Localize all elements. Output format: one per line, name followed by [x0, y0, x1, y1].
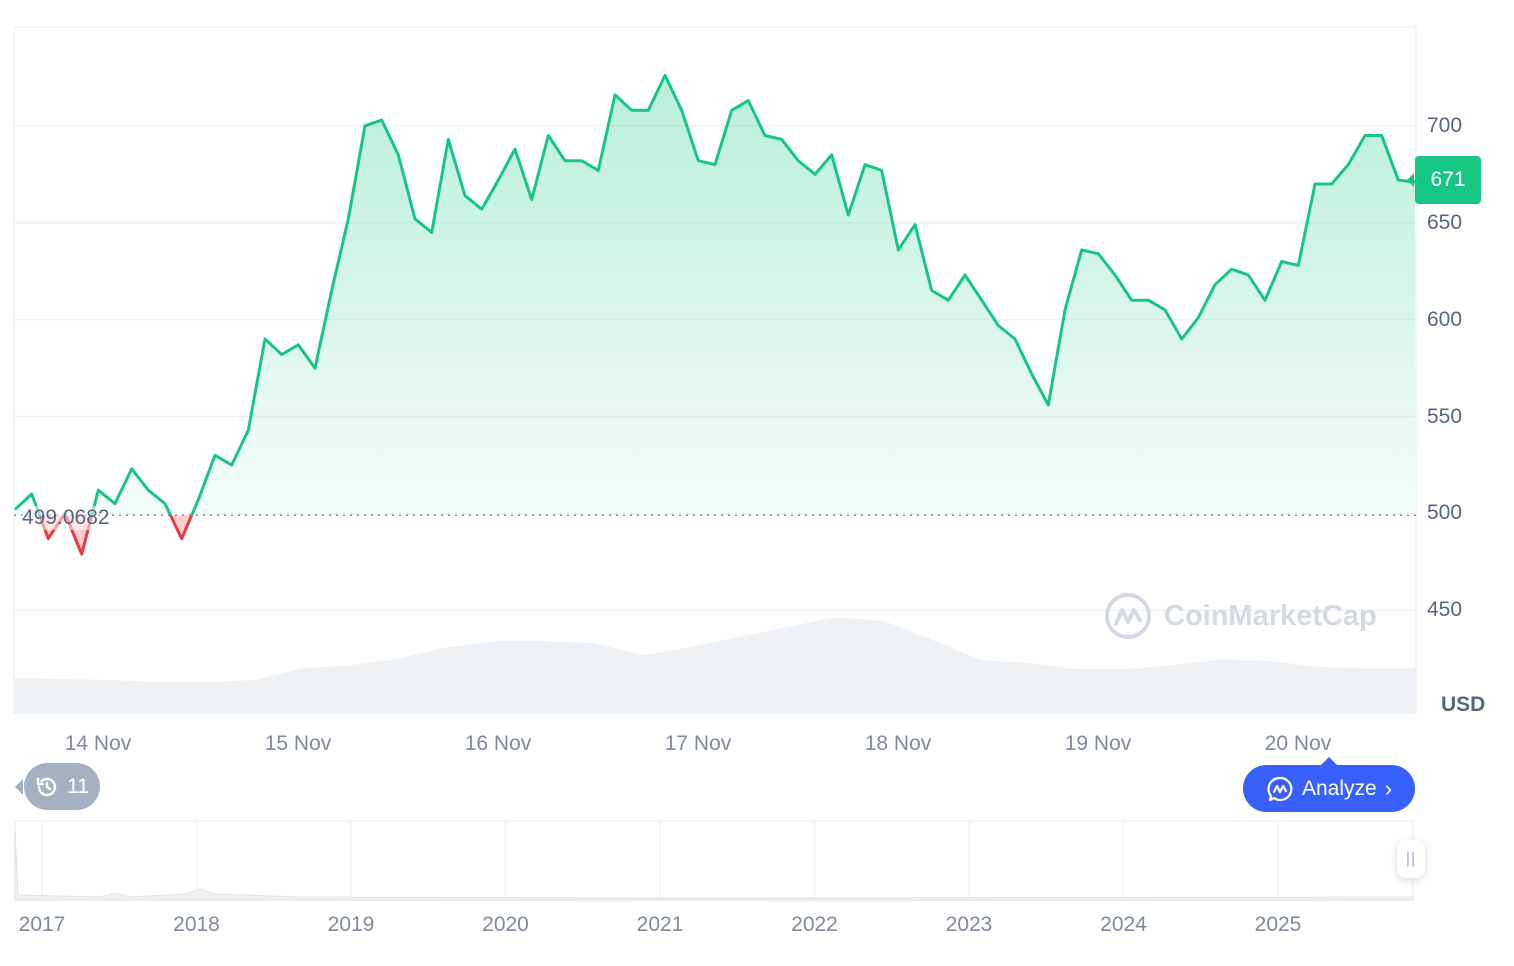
- navigator-year-label: 2025: [1254, 913, 1302, 936]
- watermark: CoinMarketCap: [1104, 592, 1377, 640]
- navigator[interactable]: [14, 820, 1414, 901]
- current-price-badge: 671: [1407, 156, 1481, 204]
- x-tick-label: 14 Nov: [64, 732, 132, 755]
- analyze-button[interactable]: Analyze ›: [1243, 757, 1415, 812]
- x-tick-label: 17 Nov: [664, 732, 732, 755]
- navigator-frame: [14, 820, 1414, 901]
- chevron-right-icon: ›: [1384, 775, 1393, 801]
- navigator-handle[interactable]: ||: [1397, 840, 1425, 878]
- history-button[interactable]: 11: [15, 763, 100, 810]
- history-count: 11: [67, 774, 89, 798]
- x-tick-label: 19 Nov: [1064, 732, 1132, 755]
- watermark-text: CoinMarketCap: [1164, 599, 1377, 632]
- cmc-logo-icon: [1105, 593, 1151, 639]
- x-tick-label: 15 Nov: [264, 732, 332, 755]
- analyze-label: Analyze: [1301, 776, 1377, 800]
- price-line-up: [13, 73, 1416, 516]
- x-tick-label: 18 Nov: [864, 732, 932, 755]
- price-area-up: [15, 75, 1415, 516]
- navigator-year-label: 2024: [1100, 913, 1147, 936]
- y-tick-label: 700: [1427, 113, 1463, 137]
- navigator-year-label: 2022: [791, 913, 838, 936]
- navigator-year-label: 2018: [173, 913, 220, 936]
- navigator-year-label: 2019: [327, 913, 375, 936]
- navigator-year-label: 2020: [482, 913, 529, 936]
- currency-label: USD: [1441, 693, 1486, 716]
- baseline-label: 499.0682: [22, 506, 110, 530]
- volume-bars: [14, 617, 1416, 713]
- cmc-ai-icon: [1267, 776, 1293, 801]
- y-tick-label: 450: [1427, 598, 1463, 622]
- y-tick-label: 600: [1427, 307, 1463, 331]
- navigator-year-label: 2017: [18, 913, 66, 936]
- y-tick-label: 500: [1427, 501, 1463, 525]
- y-tick-label: 650: [1427, 210, 1463, 234]
- y-tick-label: 550: [1427, 404, 1463, 428]
- navigator-series: [14, 829, 1414, 901]
- navigator-year-label: 2021: [636, 913, 684, 936]
- history-icon: [36, 777, 57, 796]
- volume-area: [14, 617, 1416, 713]
- x-tick-label: 20 Nov: [1264, 732, 1332, 755]
- x-tick-label: 16 Nov: [464, 732, 532, 755]
- navigator-year-label: 2023: [945, 913, 993, 936]
